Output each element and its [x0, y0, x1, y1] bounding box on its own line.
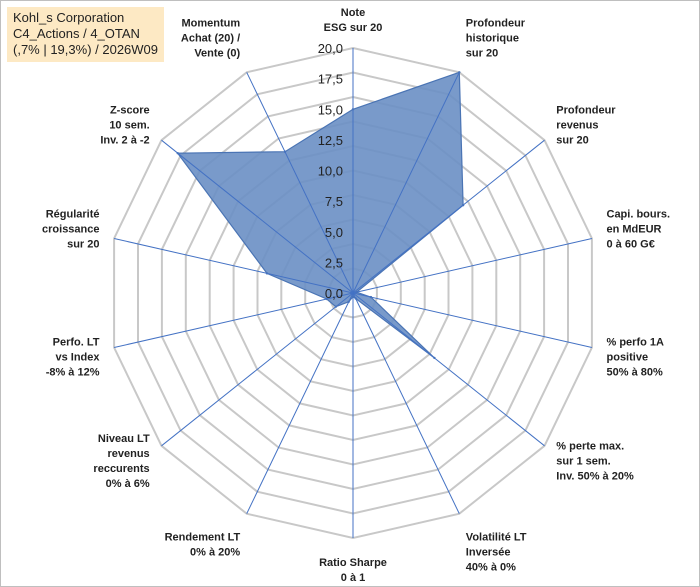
- tick-label: 2,5: [325, 255, 343, 270]
- axis-label-line: Profondeur: [556, 104, 616, 116]
- axis-label-line: revenus: [556, 119, 598, 131]
- axis-label-line: sur 1 sem.: [556, 456, 610, 468]
- title-company: Kohl_s Corporation: [13, 10, 125, 25]
- tick-label: 20,0: [318, 41, 343, 56]
- title-category: C4_Actions / 4_OTAN: [13, 26, 140, 41]
- axis-label-line: sur 20: [67, 239, 99, 251]
- axis-label: Ratio Sharpe 0 à 1: [319, 557, 387, 584]
- axis-label-line: 0% à 6%: [106, 478, 150, 490]
- axis-spoke: [246, 292, 354, 514]
- axis-label-line: % perfo 1A: [607, 336, 665, 348]
- axis-label-line: positive: [607, 351, 649, 363]
- title-stats: (,7% | 19,3%) / 2026W09: [13, 42, 159, 57]
- axis-label-line: Perfo. LT: [53, 336, 100, 348]
- axis-label: Volatilité LT Inversée 40% à 0%: [466, 531, 527, 573]
- axis-label-line: 0 à 1: [341, 572, 365, 584]
- axis-label: Note ESG sur 20: [324, 7, 383, 34]
- axis-label-line: historique: [466, 33, 519, 45]
- axis-label-line: Z-score: [110, 104, 150, 116]
- axis-label-line: 50% à 80%: [607, 366, 663, 378]
- axis-spoke: [352, 292, 460, 514]
- axis-label: Z-score 10 sem. Inv. 2 à -2: [100, 104, 149, 146]
- axis-label-line: -8% à 12%: [46, 366, 100, 378]
- axis-label-line: Capi. bours.: [607, 209, 671, 221]
- axis-spoke: [352, 292, 593, 348]
- axis-label-line: Profondeur: [466, 18, 526, 30]
- axis-label-line: Niveau LT: [98, 433, 150, 445]
- axis-label-line: ESG sur 20: [324, 22, 383, 34]
- axis-label: Profondeur revenus sur 20: [556, 104, 616, 146]
- axis-label-line: Vente (0): [194, 48, 240, 60]
- axis-spoke: [161, 139, 354, 294]
- tick-label: 12,5: [318, 133, 343, 148]
- axis-spoke: [161, 292, 354, 447]
- axis-label-line: sur 20: [466, 48, 498, 60]
- axis-spoke: [246, 72, 354, 294]
- axis-label: Perfo. LT vs Index -8% à 12%: [46, 336, 101, 378]
- axis-label-line: 0 à 60 G€: [607, 239, 655, 251]
- tick-label: 7,5: [325, 194, 343, 209]
- axis-label-line: 10 sem.: [109, 119, 149, 131]
- tick-label: 0,0: [325, 286, 343, 301]
- axis-label-line: Inv. 2 à -2: [100, 134, 149, 146]
- tick-label: 10,0: [318, 164, 343, 179]
- axis-label: Régularité croissance sur 20: [42, 209, 99, 251]
- tick-label: 17,5: [318, 72, 343, 87]
- axis-label-line: Note: [341, 7, 365, 19]
- axis-spoke: [352, 72, 460, 294]
- axis-label-line: 40% à 0%: [466, 561, 516, 573]
- axis-label-line: Momentum: [182, 18, 241, 30]
- tick-label: 15,0: [318, 102, 343, 117]
- axis-label: Rendement LT 0% à 20%: [165, 531, 241, 558]
- axis-label: % perfo 1A positive 50% à 80%: [607, 336, 665, 378]
- axis-label-line: vs Index: [55, 351, 100, 363]
- axis-label: Capi. bours. en MdEUR 0 à 60 G€: [607, 209, 671, 251]
- axis-label: Niveau LT revenus reccurents 0% à 6%: [93, 433, 150, 490]
- axis-label-line: 0% à 20%: [190, 546, 240, 558]
- axis-label-line: Inversée: [466, 546, 511, 558]
- axis-label-line: croissance: [42, 224, 99, 236]
- axis-label-line: reccurents: [93, 463, 149, 475]
- axis-label-line: % perte max.: [556, 441, 624, 453]
- axis-label-line: Volatilité LT: [466, 531, 527, 543]
- axis-label-line: Achat (20) /: [181, 33, 240, 45]
- title-box: Kohl_s Corporation C4_Actions / 4_OTAN (…: [7, 7, 165, 62]
- axis-label: Profondeur historique sur 20: [466, 18, 526, 60]
- axis-label-line: Inv. 50% à 20%: [556, 471, 634, 483]
- axis-spoke: [113, 292, 354, 348]
- axis-spoke: [113, 238, 354, 294]
- axis-label-line: Régularité: [46, 209, 100, 221]
- axis-label-line: Rendement LT: [165, 531, 241, 543]
- axis-spoke: [352, 139, 545, 294]
- axis-spoke: [352, 292, 545, 447]
- tick-label: 5,0: [325, 225, 343, 240]
- axis-spoke: [352, 238, 593, 294]
- axis-label-line: Ratio Sharpe: [319, 557, 387, 569]
- axis-label: % perte max. sur 1 sem. Inv. 50% à 20%: [556, 441, 634, 483]
- axis-label: Momentum Achat (20) / Vente (0): [181, 18, 241, 60]
- axis-label-line: en MdEUR: [607, 224, 662, 236]
- axis-label-line: sur 20: [556, 134, 588, 146]
- axis-label-line: revenus: [107, 448, 149, 460]
